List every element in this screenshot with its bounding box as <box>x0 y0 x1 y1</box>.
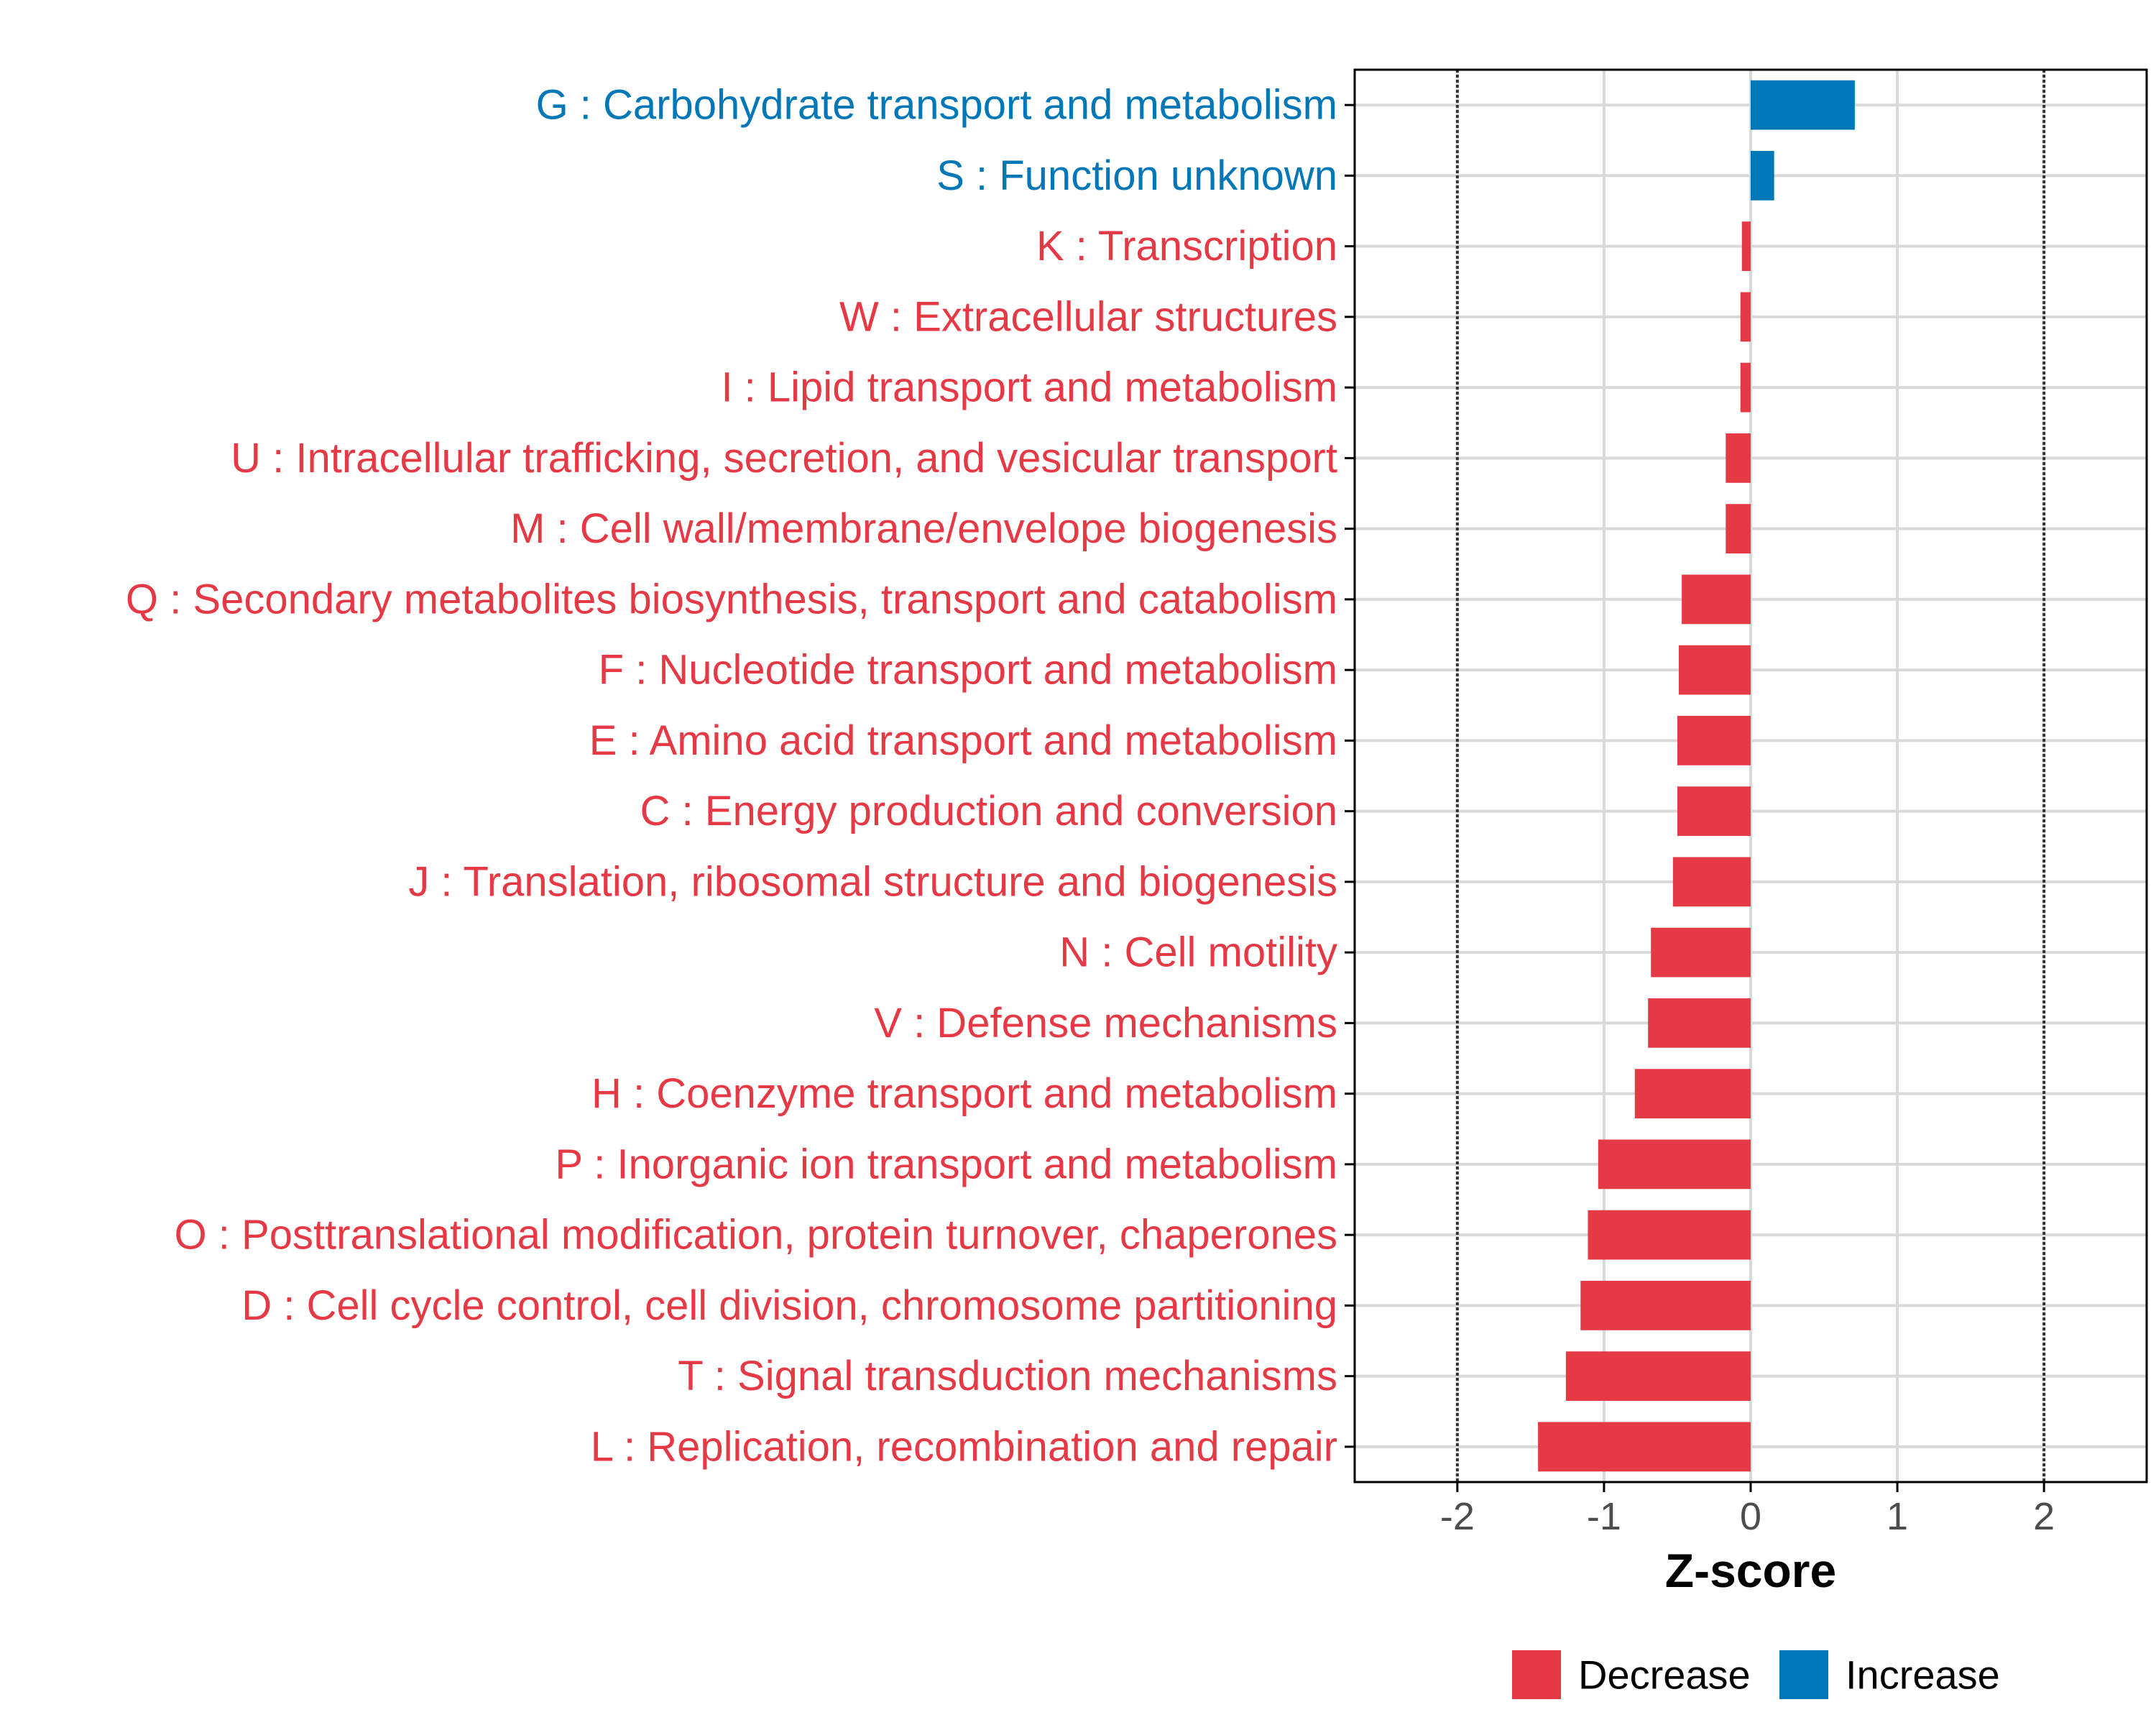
bar-11 <box>1672 857 1751 907</box>
bar-12 <box>1651 927 1751 978</box>
category-label-8: F : Nucleotide transport and metabolism <box>599 647 1337 694</box>
x-axis: -2 -1 0 1 2 <box>1440 1482 2055 1538</box>
category-label-19: L : Replication, recombination and repai… <box>591 1423 1337 1470</box>
bar-8 <box>1679 645 1751 695</box>
category-label-0: G : Carbohydrate transport and metabolis… <box>536 82 1337 129</box>
bar-18 <box>1565 1351 1751 1402</box>
legend-label-increase: Increase <box>1846 1652 2000 1698</box>
category-label-13: V : Defense mechanisms <box>874 1000 1337 1046</box>
x-tick-label-2: 0 <box>1740 1495 1761 1538</box>
bar-6 <box>1726 504 1751 554</box>
category-label-4: I : Lipid transport and metabolism <box>721 364 1337 411</box>
category-label-14: H : Coenzyme transport and metabolism <box>591 1070 1337 1117</box>
category-label-5: U : Intracellular trafficking, secretion… <box>231 435 1337 482</box>
x-tick-label-0: -2 <box>1440 1495 1475 1538</box>
bar-2 <box>1741 221 1751 272</box>
bar-0 <box>1751 80 1855 130</box>
bar-10 <box>1677 786 1751 837</box>
category-label-10: C : Energy production and conversion <box>640 788 1337 834</box>
category-label-18: T : Signal transduction mechanisms <box>678 1353 1337 1399</box>
bar-3 <box>1740 292 1751 342</box>
category-label-1: S : Function unknown <box>936 152 1337 199</box>
bar-14 <box>1634 1069 1751 1119</box>
category-label-12: N : Cell motility <box>1059 929 1337 976</box>
x-tick-label-4: 2 <box>2033 1495 2055 1538</box>
x-tick-label-3: 1 <box>1886 1495 1908 1538</box>
category-label-15: P : Inorganic ion transport and metaboli… <box>555 1141 1337 1187</box>
category-label-2: K : Transcription <box>1036 223 1337 270</box>
category-label-7: Q : Secondary metabolites biosynthesis, … <box>126 576 1337 622</box>
legend-swatch-increase <box>1779 1650 1828 1699</box>
legend-swatch-decrease <box>1512 1650 1561 1699</box>
x-axis-title: Z-score <box>1665 1544 1836 1597</box>
category-label-3: W : Extracellular structures <box>839 293 1337 340</box>
x-tick-label-1: -1 <box>1587 1495 1621 1538</box>
bar-17 <box>1580 1280 1751 1330</box>
category-label-17: D : Cell cycle control, cell division, c… <box>241 1282 1337 1329</box>
bar-15 <box>1598 1139 1751 1190</box>
legend: Decrease Increase <box>1512 1650 2000 1699</box>
category-label-6: M : Cell wall/membrane/envelope biogenes… <box>510 505 1337 552</box>
bar-1 <box>1751 150 1774 201</box>
bar-9 <box>1677 715 1751 765</box>
bar-13 <box>1648 998 1751 1048</box>
category-label-9: E : Amino acid transport and metabolism <box>589 717 1337 764</box>
bar-7 <box>1682 574 1751 625</box>
bar-layer <box>1538 80 1855 1472</box>
threshold-layer <box>1455 70 2046 1482</box>
category-label-16: O : Posttranslational modification, prot… <box>175 1212 1337 1259</box>
bar-19 <box>1538 1422 1751 1472</box>
legend-label-decrease: Decrease <box>1578 1652 1751 1698</box>
category-label-11: J : Translation, ribosomal structure and… <box>408 858 1337 905</box>
bar-4 <box>1740 362 1751 413</box>
bar-16 <box>1588 1210 1751 1260</box>
bar-5 <box>1726 433 1751 483</box>
y-axis: G : Carbohydrate transport and metabolis… <box>126 82 1355 1470</box>
